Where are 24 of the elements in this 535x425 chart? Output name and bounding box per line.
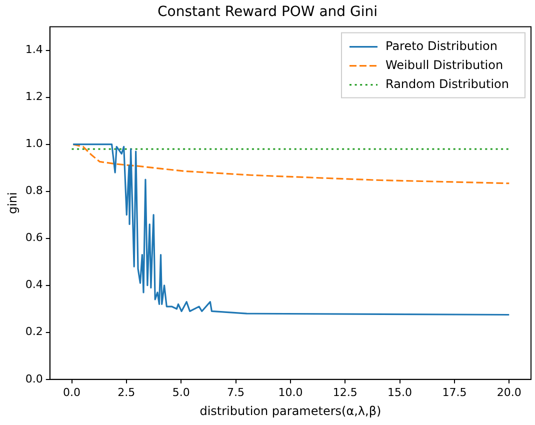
x-axis-title: distribution parameters(α,λ,β) — [200, 404, 382, 418]
x-tick-label: 17.5 — [442, 386, 467, 399]
x-tick-label: 12.5 — [332, 386, 358, 399]
y-axis-title: gini — [5, 192, 20, 214]
x-tick-label: 5.0 — [172, 386, 190, 399]
legend-label: Random Distribution — [385, 76, 510, 91]
x-tick-label: 7.5 — [227, 386, 245, 399]
x-tick-label: 10.0 — [278, 386, 303, 399]
legend-label: Weibull Distribution — [385, 58, 504, 72]
y-tick-label: 0.0 — [25, 372, 43, 386]
chart-title: Constant Reward POW and Gini — [157, 4, 378, 20]
y-tick-label: 0.6 — [25, 231, 43, 244]
x-tick-label: 2.5 — [118, 386, 136, 399]
y-tick-label: 0.2 — [25, 325, 43, 338]
y-tick-label: 1.4 — [25, 43, 43, 56]
x-tick-label: 0.0 — [63, 386, 81, 399]
x-tick-label: 15.0 — [388, 386, 412, 399]
y-tick-label: 1.2 — [25, 90, 43, 104]
line-series — [72, 144, 510, 184]
legend-label: Pareto Distribution — [385, 38, 498, 53]
y-tick-label: 1.0 — [25, 137, 43, 150]
y-tick-label: 0.4 — [25, 278, 43, 292]
y-tick-label: 0.8 — [25, 184, 43, 198]
x-tick-label: 20.0 — [496, 386, 522, 399]
